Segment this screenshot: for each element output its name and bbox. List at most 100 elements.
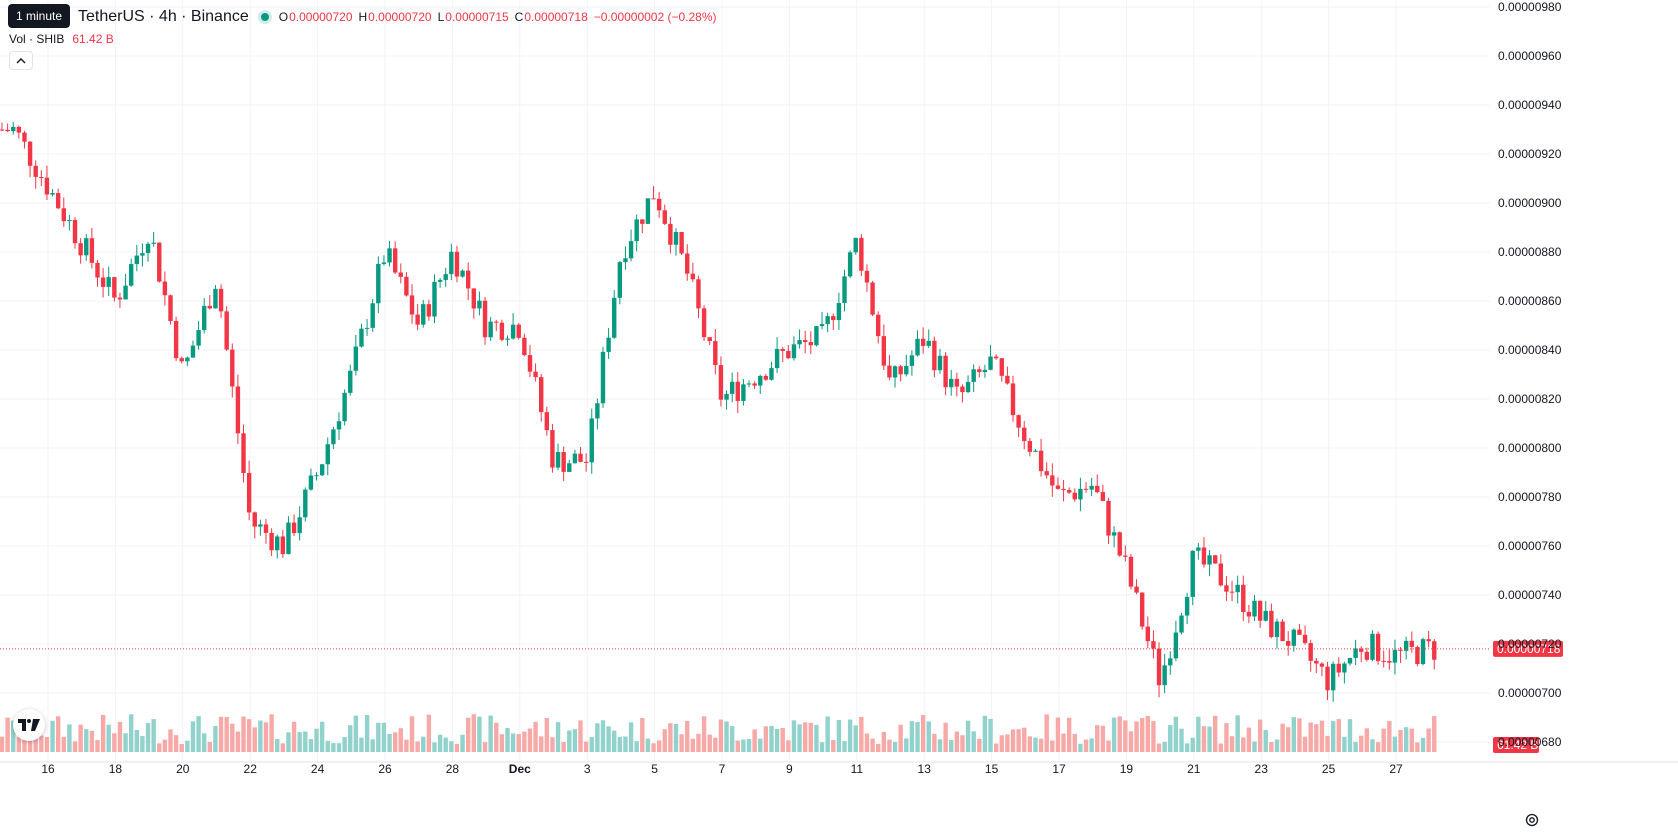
volume-bar — [932, 733, 937, 752]
candle-body — [269, 532, 274, 551]
candle-body — [207, 305, 213, 309]
volume-bar — [269, 714, 274, 752]
volume-bar — [909, 721, 915, 752]
candle-body — [673, 231, 679, 245]
interval-tooltip: 1 minute — [8, 4, 71, 28]
candle-body — [72, 219, 78, 244]
candle-body — [1156, 648, 1162, 686]
volume-bar — [353, 715, 359, 752]
candle-body — [342, 392, 347, 422]
volume-bar — [802, 722, 808, 752]
volume-bar — [1128, 731, 1134, 752]
candle-body — [561, 452, 566, 472]
volume-bar — [1055, 717, 1061, 752]
candle-body — [488, 321, 493, 338]
volume-bar — [477, 716, 482, 752]
candle-body — [758, 375, 763, 386]
volume-bar — [690, 738, 696, 752]
candle-body — [190, 345, 196, 358]
volume-bar — [1403, 727, 1409, 752]
volume-bar — [1038, 738, 1044, 752]
volume-bar — [836, 719, 842, 752]
volume-bar — [112, 733, 117, 752]
candle-body — [707, 337, 712, 342]
volume-bar — [522, 731, 527, 752]
candle-body — [853, 237, 858, 253]
volume-bar — [421, 736, 426, 752]
candle-body — [387, 248, 392, 263]
candle-body — [1016, 415, 1021, 428]
candle-body — [471, 288, 476, 309]
volume-bar — [926, 721, 931, 752]
candle-body — [392, 248, 398, 273]
candle-body — [583, 461, 589, 463]
candle-body — [303, 489, 308, 518]
candle-body — [112, 277, 117, 298]
candle-body — [235, 386, 241, 434]
volume-bar — [1218, 743, 1224, 752]
gear-icon[interactable] — [1524, 812, 1540, 828]
volume-bar — [11, 720, 16, 752]
volume-bar — [173, 735, 179, 752]
candle-body — [1044, 471, 1049, 476]
candle-body — [1010, 383, 1016, 416]
symbol-title[interactable]: TetherUS · 4h · Binance — [78, 8, 249, 25]
candle-body — [1392, 649, 1398, 663]
volume-bar — [67, 724, 72, 752]
candle-body — [1179, 615, 1184, 633]
candle-body — [752, 383, 757, 386]
candle-body — [1375, 633, 1381, 661]
chart-legend: TetherUS · 4h · Binance O0.00000720 H0.0… — [78, 6, 717, 28]
volume-bar — [89, 730, 95, 752]
volume-bar — [230, 723, 235, 752]
volume-bar — [735, 740, 740, 752]
candle-body — [1308, 643, 1313, 661]
open-value: O0.00000720 — [278, 10, 353, 24]
volume-bar — [1235, 715, 1240, 752]
candle-body — [1409, 640, 1414, 647]
candle-body — [522, 337, 527, 356]
volume-bar — [1173, 716, 1179, 752]
volume-bar — [999, 735, 1004, 752]
volume-bar — [364, 715, 370, 752]
volume-bar — [22, 729, 27, 752]
candle-body — [965, 381, 971, 393]
time-tick-label: 22 — [244, 762, 258, 776]
price-tick-label: 0.00000820 — [1498, 392, 1562, 406]
volume-name[interactable]: Vol · SHIB — [9, 32, 65, 46]
collapse-legend-button[interactable] — [9, 51, 33, 70]
volume-bar — [662, 729, 667, 752]
volume-bar — [578, 720, 583, 752]
candle-body — [84, 238, 89, 256]
volume-bar — [937, 739, 943, 752]
volume-bar — [1061, 733, 1066, 752]
volume-bar — [117, 721, 123, 752]
candle-body — [398, 272, 403, 277]
volume-bar — [1375, 742, 1381, 752]
volume-bar — [729, 726, 735, 752]
candle-body — [280, 536, 286, 555]
volume-bar — [887, 739, 892, 752]
volume-bar — [1286, 727, 1291, 752]
candle-body — [297, 517, 302, 534]
volume-bar — [1342, 736, 1347, 752]
volume-bar — [1274, 739, 1280, 752]
candle-body — [1184, 596, 1190, 616]
volume-bar — [1095, 725, 1100, 752]
candle-body — [202, 305, 207, 331]
candle-body — [1415, 646, 1420, 665]
volume-bar — [516, 734, 521, 752]
volume-bar — [595, 723, 600, 752]
time-tick-label: 27 — [1389, 762, 1403, 776]
tradingview-logo-icon[interactable] — [13, 709, 45, 741]
candle-body — [1403, 640, 1409, 651]
candle-body — [1291, 629, 1297, 646]
volume-bar — [791, 720, 797, 752]
candle-body — [1364, 651, 1370, 660]
volume-bar — [443, 737, 448, 752]
volume-bar — [162, 739, 168, 752]
volume-bar — [179, 743, 184, 752]
candle-body — [168, 295, 173, 322]
